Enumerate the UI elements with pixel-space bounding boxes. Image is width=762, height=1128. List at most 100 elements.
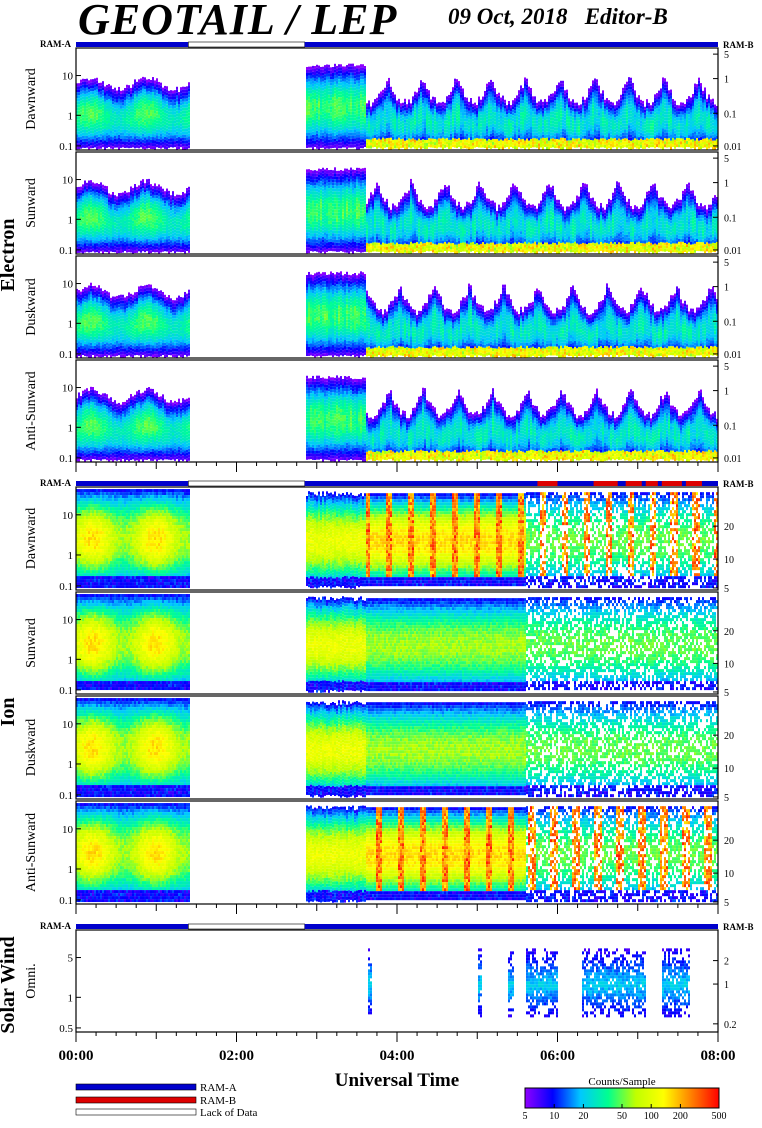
spectrogram-cell [114,88,116,91]
spectrogram-cell [104,95,106,98]
spectrogram-cell [82,94,84,97]
spectrogram-cell [80,122,82,125]
spectrogram-cell [142,119,144,122]
spectrogram-cell [96,102,98,105]
spectrogram-cell [130,133,132,136]
spectrogram-cell [118,144,120,147]
spectrogram-cell [102,93,104,96]
spectrogram-cell [112,134,114,137]
spectrogram-cell [138,97,140,100]
spectrogram-cell [80,137,82,140]
spectrogram-cell [110,113,112,116]
spectrogram-cell [88,140,90,143]
spectrogram-cell [106,145,108,148]
spectrogram-cell [104,131,106,134]
spectrogram-cell [136,91,138,94]
spectrogram-cell [90,100,92,103]
spectrogram-cell [88,83,90,86]
spectrogram-cell [124,124,126,127]
spectrogram-cell [102,81,104,84]
spectrogram-cell [130,100,132,103]
spectrogram-cell [108,105,110,108]
spectrogram-cell [138,133,140,136]
spectrogram-cell [140,96,142,99]
spectrogram-cell [122,123,124,126]
spectrogram-cell [104,134,106,137]
spectrogram-cell [96,132,98,135]
spectrogram-cell [120,118,122,121]
spectrogram-cell [100,104,102,107]
spectrogram-cell [132,120,134,123]
spectrogram-cell [90,139,92,142]
spectrogram-cell [124,139,126,142]
spectrogram-cell [80,83,82,86]
spectrogram-cell [90,121,92,124]
spectrogram-cell [120,124,122,127]
spectrogram-cell [134,133,136,136]
spectrogram-cell [130,130,132,133]
spectrogram-cell [138,100,140,103]
spectrogram-cell [86,145,88,148]
spectrogram-cell [114,118,116,121]
spectrogram-cell [142,77,144,80]
spectrogram-cell [126,88,128,91]
spectrogram-cell [98,95,100,98]
spectrogram-cell [122,114,124,117]
spectrogram-cell [96,108,98,111]
spectrogram-cell [114,106,116,109]
spectrogram-cell [114,133,116,136]
spectrogram-cell [102,144,104,147]
spectrogram-cell [134,142,136,145]
spectrogram-cell [102,111,104,114]
spectrogram-cell [80,140,82,143]
spectrogram-cell [98,113,100,116]
spectrogram-cell [102,120,104,123]
spectrogram-cell [142,122,144,125]
ram-b-label: RAM-B [723,40,754,50]
spectrogram-cell [98,116,100,119]
spectrogram-cell [138,127,140,130]
spectrogram-cell [82,106,84,109]
spectrogram-cell [106,91,108,94]
spectrogram-cell [82,133,84,136]
spectrogram-cell [128,142,130,145]
spectrogram-cell [88,125,90,128]
spectrogram-cell [90,145,92,148]
spectrogram-cell [134,124,136,127]
spectrogram-cell [128,109,130,112]
spectrogram-cell [96,99,98,102]
spectrogram-cell [138,94,140,97]
spectrogram-cell [78,92,80,95]
spectrogram-cell [94,135,96,138]
spectrogram-cell [108,132,110,135]
spectrogram-cell [106,88,108,91]
spectrogram-cell [124,97,126,100]
spectrogram-cell [110,119,112,122]
spectrogram-cell [134,91,136,94]
spectrogram-cell [108,120,110,123]
spectrogram-cell [126,142,128,145]
spectrogram-cell [98,140,100,143]
spectrogram-cell [136,112,138,115]
spectrogram-cell [132,93,134,96]
spectrogram-cell [98,83,100,86]
spectrogram-cell [90,103,92,106]
spectrogram-cell [124,142,126,145]
spectrogram-cell [120,133,122,136]
spectrogram-cell [140,99,142,102]
spectrogram-cell [108,144,110,147]
spectrogram-cell [114,109,116,112]
spectrogram-cell [142,104,144,107]
spectrogram-cell [134,145,136,148]
spectrogram-cell [112,122,114,125]
spectrogram-cell [104,137,106,140]
spectrogram-cell [124,100,126,103]
spectrogram-cell [92,121,94,124]
spectrogram-cell [138,130,140,133]
spectrogram-cell [84,115,86,118]
spectrogram-cell [126,94,128,97]
spectrogram-cell [122,135,124,138]
spectrogram-cell [142,128,144,131]
spectrogram-cell [100,86,102,89]
